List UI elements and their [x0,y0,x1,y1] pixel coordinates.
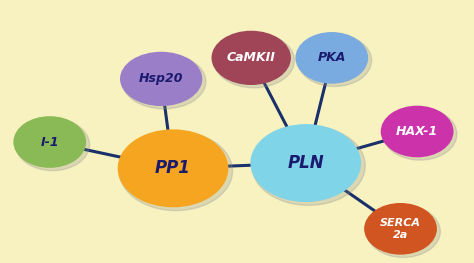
Ellipse shape [119,131,233,211]
Ellipse shape [122,54,206,109]
Ellipse shape [252,126,365,205]
Text: CaMKII: CaMKII [227,51,276,64]
Ellipse shape [382,107,453,156]
Ellipse shape [121,53,201,105]
Ellipse shape [214,33,294,88]
Ellipse shape [383,108,457,160]
Text: SERCA
2a: SERCA 2a [380,218,421,240]
Text: Hsp20: Hsp20 [139,72,183,85]
Text: PKA: PKA [318,51,346,64]
Text: PP1: PP1 [155,159,191,177]
Ellipse shape [251,125,360,201]
Ellipse shape [14,117,85,167]
Ellipse shape [366,205,440,257]
Text: I-1: I-1 [40,135,59,149]
Ellipse shape [296,33,367,83]
Text: HAX-1: HAX-1 [396,125,438,138]
Ellipse shape [118,130,228,206]
Text: PLN: PLN [287,154,324,172]
Ellipse shape [212,32,290,84]
Ellipse shape [298,34,372,87]
Ellipse shape [16,119,90,171]
Ellipse shape [365,204,436,254]
